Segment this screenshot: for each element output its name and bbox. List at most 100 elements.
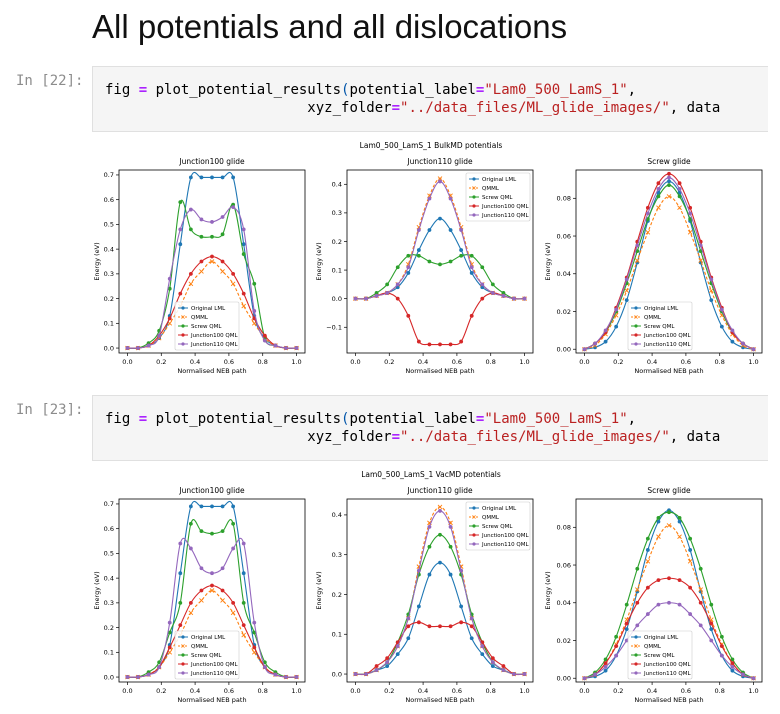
axes-frame [118, 169, 306, 354]
data-point [406, 624, 411, 629]
data-point [241, 632, 247, 638]
data-point [210, 571, 214, 576]
axes-frame [346, 498, 534, 683]
marker-stroke [613, 312, 619, 318]
data-point [687, 558, 693, 564]
data-point [157, 333, 162, 338]
data-point [634, 587, 640, 592]
data-point [188, 610, 194, 616]
data-point [656, 534, 661, 540]
plot-area [125, 171, 299, 351]
data-point [241, 623, 246, 628]
marker-stroke [199, 598, 204, 603]
subplot-title: Junction110 glide [406, 486, 473, 495]
legend-label: Junction100 QML [643, 662, 691, 668]
data-point [406, 265, 411, 270]
data-point [448, 572, 453, 577]
data-point [698, 243, 703, 248]
data-point [406, 253, 411, 258]
data-point [427, 196, 432, 201]
data-point [624, 627, 629, 632]
data-point [709, 602, 714, 607]
marker-stroke [666, 194, 672, 199]
data-point [448, 544, 453, 549]
code-cell[interactable]: fig = plot_potential_results(potential_l… [92, 395, 768, 461]
legend-marker [472, 186, 476, 190]
data-point [395, 265, 400, 270]
data-point [220, 175, 225, 180]
legend-marker [181, 333, 185, 337]
legend: Original LML QMML Screw QML Junction100 QML… [627, 301, 693, 351]
data-point [125, 346, 130, 350]
legend-label: QMML [191, 644, 209, 650]
data-point [188, 175, 193, 180]
data-point [603, 328, 608, 333]
data-point [210, 220, 214, 224]
legend-marker [634, 315, 638, 319]
data-point [667, 179, 671, 184]
legend-marker [472, 213, 476, 217]
legend: Original LML QMML Screw QML Junction100 QML… [465, 172, 531, 222]
legend-marker [634, 635, 638, 639]
y-tick-label: 0.06 [557, 232, 571, 240]
data-point [522, 672, 527, 676]
data-point [730, 328, 735, 333]
x-tick-label: 0.4 [190, 687, 200, 695]
axes-frame [346, 169, 534, 354]
data-point [501, 664, 506, 668]
data-point [210, 234, 214, 239]
marker-stroke [469, 262, 475, 267]
data-point [656, 186, 661, 191]
legend-label: Junction110 QML [643, 342, 691, 348]
figure-suptitle: Lam0_500_LamS_1 BulkMD potentials [360, 141, 503, 150]
legend-label: Original LML [644, 635, 679, 641]
marker-stroke [167, 650, 173, 655]
data-point [284, 675, 288, 679]
data-point [512, 672, 516, 676]
data-point [209, 588, 215, 593]
data-point [614, 634, 619, 639]
x-tick-label: 0.8 [715, 358, 725, 366]
data-point [188, 227, 193, 232]
marker-stroke [188, 610, 194, 616]
data-point [698, 587, 704, 592]
marker-stroke [677, 205, 682, 211]
data-point [406, 616, 411, 621]
data-point [666, 194, 672, 199]
data-point [614, 644, 619, 649]
data-point [178, 600, 183, 605]
series-line [355, 562, 525, 675]
legend-marker [634, 306, 638, 310]
x-axis-label: Normalised NEB path [634, 367, 703, 375]
data-point [178, 541, 183, 546]
legend-label: QMML [644, 315, 662, 321]
data-point [210, 504, 214, 509]
y-tick-label: 0.2 [104, 624, 114, 632]
data-point [603, 668, 608, 673]
data-point [231, 205, 236, 209]
legend-marker [472, 177, 476, 181]
legend-marker [181, 306, 185, 310]
data-point [719, 634, 724, 639]
marker-stroke [199, 269, 204, 274]
data-point [677, 181, 682, 186]
marker-stroke [634, 587, 640, 592]
y-tick-label: 0.3 [332, 209, 342, 217]
data-point [438, 216, 442, 221]
legend-box [174, 630, 240, 680]
data-point [698, 258, 704, 263]
legend-marker [181, 653, 185, 657]
data-point [645, 612, 650, 616]
legend-label: Junction100 QML [643, 333, 691, 339]
data-point [459, 604, 464, 609]
data-point [231, 175, 236, 180]
data-point [294, 346, 299, 350]
legend-marker [472, 515, 476, 519]
code-cell[interactable]: fig = plot_potential_results(potential_l… [92, 66, 768, 132]
x-tick-label: 0.8 [486, 358, 496, 366]
y-tick-label: 0.02 [557, 308, 571, 316]
data-point [582, 347, 587, 352]
legend-label: Original LML [191, 635, 226, 641]
data-point [438, 342, 442, 347]
legend-label: Junction110 QML [190, 342, 238, 348]
